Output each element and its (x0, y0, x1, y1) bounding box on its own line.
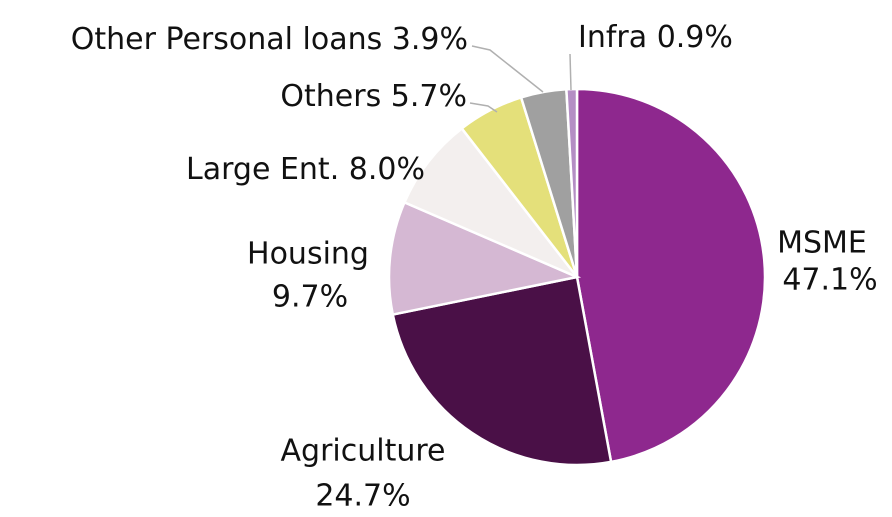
leader-line (469, 102, 498, 113)
slice-label-group: Other Personal loans 3.9% (71, 22, 468, 57)
slice-label: Other Personal loans (71, 22, 383, 57)
leader-lines (469, 45, 572, 113)
value-label: 24.7% (315, 479, 410, 514)
slice-label-group: Others 5.7% (280, 79, 467, 114)
pie-slice (402, 126, 578, 279)
slice-label: Housing (247, 237, 369, 272)
slice-label: MSME (777, 226, 867, 261)
slice-label-group: Infra 0.9% (578, 20, 733, 55)
pie-slice (387, 200, 582, 317)
slice-label: Agriculture (281, 434, 446, 469)
slices (387, 87, 767, 467)
slice-label: Others (280, 79, 381, 114)
pie-slice (575, 87, 767, 464)
pie-slice (391, 275, 613, 467)
slice-label: Large Ent. (186, 152, 339, 187)
slice-label-group: Large Ent. 8.0% (186, 152, 425, 187)
value-label: 8.0% (349, 152, 425, 187)
value-label: 9.7% (272, 280, 348, 315)
slice-label: Infra (578, 20, 647, 55)
value-label: 47.1% (782, 263, 877, 298)
value-label: 3.9% (392, 22, 468, 57)
leader-line (471, 45, 544, 93)
value-label: 5.7% (391, 79, 467, 114)
value-label: 0.9% (657, 20, 733, 55)
leader-line (569, 53, 572, 91)
